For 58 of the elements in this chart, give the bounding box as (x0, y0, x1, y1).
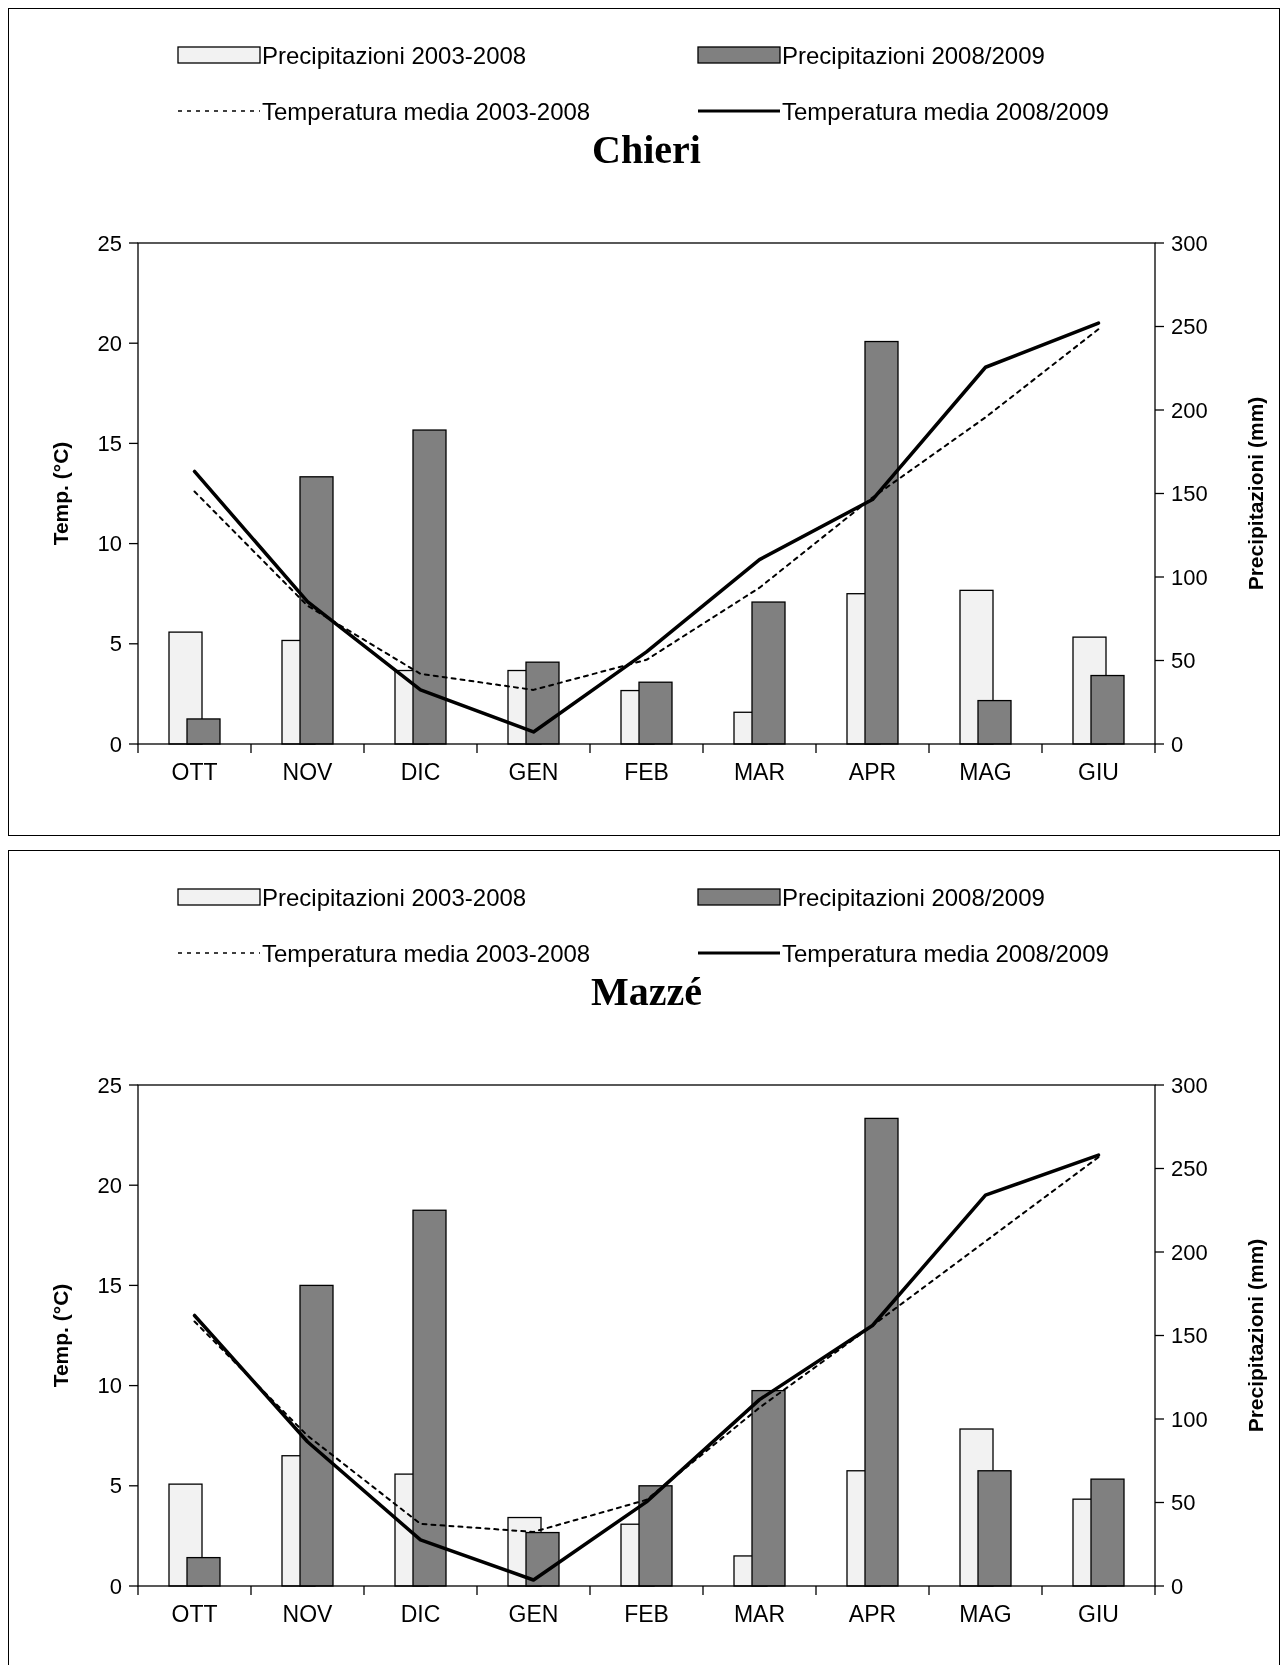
x-tick-label: GEN (508, 759, 559, 785)
x-tick-label: GIU (1078, 1601, 1119, 1627)
y2-tick-label: 100 (1171, 1406, 1208, 1432)
y-axis-title: Temp. (°C) (48, 1283, 72, 1388)
x-tick-label: DIC (400, 1601, 441, 1627)
y2-tick-label: 300 (1171, 1072, 1208, 1098)
y2-tick-label: 50 (1171, 1490, 1196, 1515)
x-tick-label: OTT (171, 1601, 218, 1627)
x-tick-label: NOV (282, 759, 334, 785)
x-tick-label: FEB (624, 759, 669, 785)
x-tick-label: MAG (959, 759, 1012, 785)
y-tick-label: 25 (97, 230, 122, 256)
x-tick-label: DIC (400, 759, 441, 785)
legend-label: Temperatura media 2008/2009 (782, 939, 1109, 967)
x-tick-label: MAG (959, 1601, 1012, 1627)
x-tick-label: FEB (624, 1601, 669, 1627)
y-tick-label: 15 (97, 430, 122, 456)
legend-label: Precipitazioni 2008/2009 (782, 883, 1045, 911)
chart-title: Mazzé (590, 969, 703, 1014)
legend-label: Temperatura media 2003-2008 (262, 97, 591, 125)
y-tick-label: 5 (109, 1473, 122, 1499)
y-tick-label: 5 (109, 631, 122, 657)
legend-label: Temperatura media 2008/2009 (782, 97, 1109, 125)
y2-tick-label: 50 (1171, 648, 1196, 673)
x-tick-label: APR (848, 1601, 897, 1627)
y2-tick-label: 200 (1171, 397, 1208, 423)
y-tick-label: 20 (97, 330, 122, 356)
x-tick-label: APR (848, 759, 897, 785)
legend-label: Precipitazioni 2008/2009 (782, 41, 1045, 69)
y2-tick-label: 150 (1171, 1323, 1208, 1348)
y-tick-label: 0 (109, 1573, 122, 1599)
y-axis-title: Temp. (°C) (48, 441, 72, 546)
y2-tick-label: 250 (1171, 314, 1208, 339)
y2-axis-title: Precipitazioni (mm) (1243, 396, 1267, 591)
legend-label: Precipitazioni 2003-2008 (262, 41, 527, 69)
y2-tick-label: 250 (1171, 1156, 1208, 1181)
y2-axis-title: Precipitazioni (mm) (1243, 1238, 1267, 1433)
legend-label: Precipitazioni 2003-2008 (262, 883, 527, 911)
y2-tick-label: 300 (1171, 230, 1208, 256)
x-tick-label: NOV (282, 1601, 334, 1627)
y-tick-label: 0 (109, 731, 122, 757)
y-tick-label: 20 (97, 1172, 122, 1198)
x-tick-label: MAR (733, 1601, 786, 1627)
y2-tick-label: 0 (1171, 731, 1184, 757)
y2-tick-label: 100 (1171, 564, 1208, 590)
y-tick-label: 15 (97, 1272, 122, 1298)
y2-tick-label: 200 (1171, 1239, 1208, 1265)
x-tick-label: GEN (508, 1601, 559, 1627)
x-tick-label: GIU (1078, 759, 1119, 785)
chart-title: Chieri (592, 127, 701, 172)
x-tick-label: MAR (733, 759, 786, 785)
x-tick-label: OTT (171, 759, 218, 785)
y-tick-label: 10 (97, 531, 122, 557)
y-tick-label: 10 (97, 1373, 122, 1399)
y2-tick-label: 150 (1171, 481, 1208, 506)
y2-tick-label: 0 (1171, 1573, 1184, 1599)
y-tick-label: 25 (97, 1072, 122, 1098)
legend-label: Temperatura media 2003-2008 (262, 939, 591, 967)
